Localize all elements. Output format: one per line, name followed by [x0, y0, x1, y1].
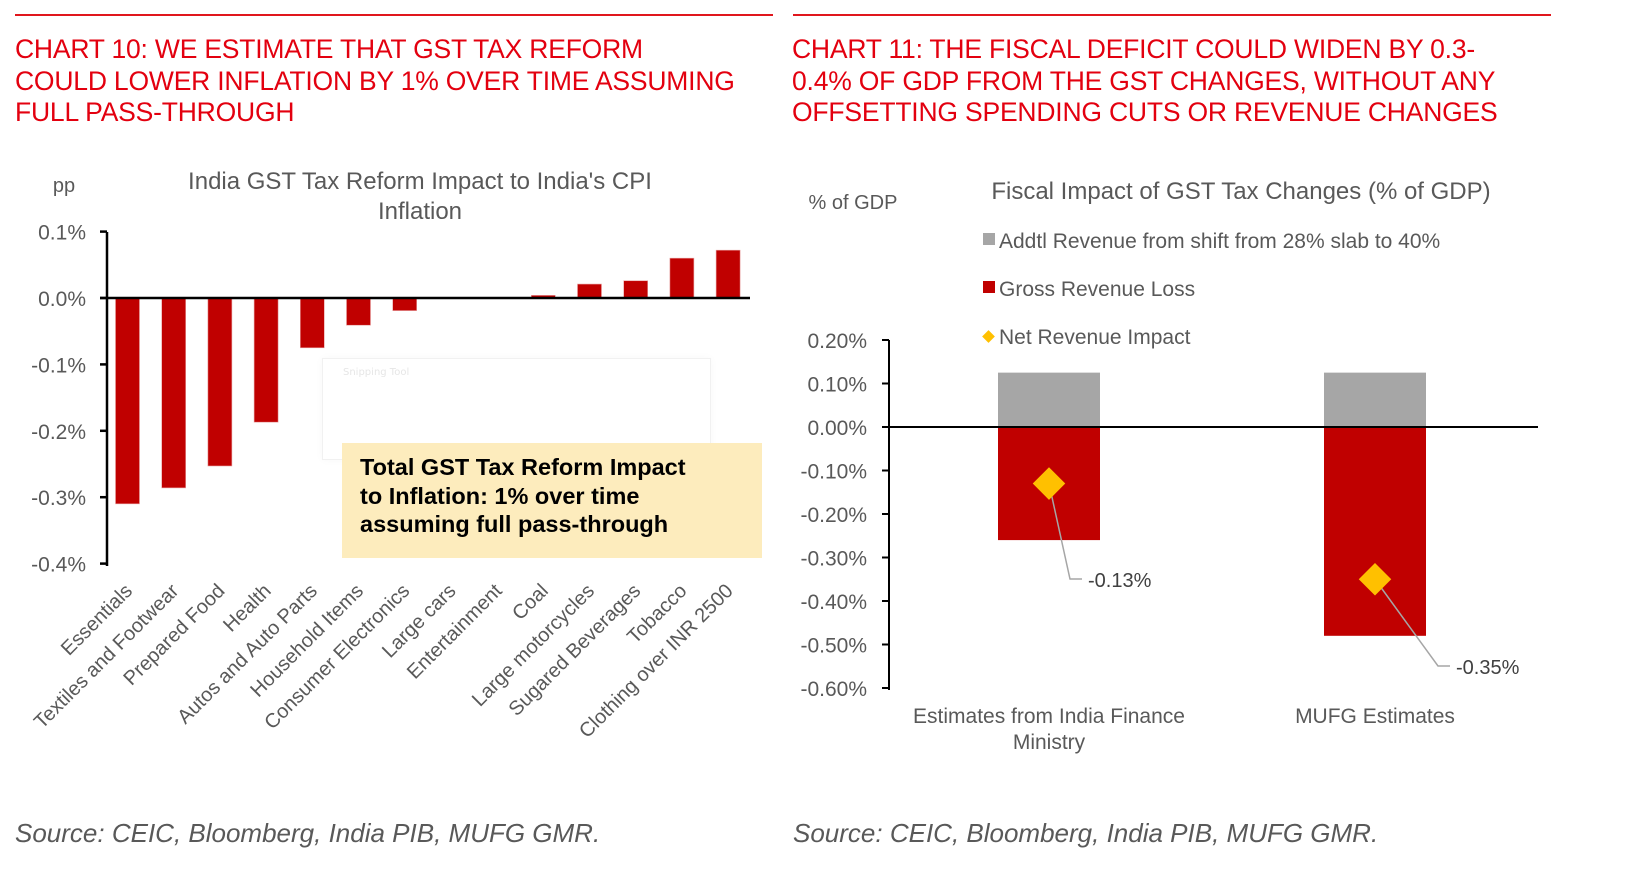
snipping-tool-label: Snipping Tool [343, 367, 410, 378]
chart10-ytick-label: -0.4% [31, 554, 86, 577]
chart11-legend-label: Addtl Revenue from shift from 28% slab t… [999, 230, 1440, 253]
chart11-label-leader [1048, 483, 1082, 580]
chart11-source: Source: CEIC, Bloomberg, India PIB, MUFG… [793, 818, 1379, 848]
chart11-bar-addtl-revenue [1324, 372, 1426, 427]
chart10-source: Source: CEIC, Bloomberg, India PIB, MUFG… [15, 818, 601, 848]
chart11-data-label: -0.13% [1088, 570, 1152, 592]
chart11-legend-label: Gross Revenue Loss [999, 278, 1195, 301]
chart10-headline: CHART 10: WE ESTIMATE THAT GST TAX REFOR… [15, 34, 735, 129]
chart10-ytick-label: -0.3% [31, 487, 86, 510]
chart11-headline-line: 0.4% OF GDP FROM THE GST CHANGES, WITHOU… [792, 65, 1496, 96]
chart10-bar [299, 297, 325, 349]
chart11-xtick-label: Ministry [1013, 731, 1086, 754]
chart10-bar [115, 297, 140, 505]
chart11-headline-line: OFFSETTING SPENDING CUTS OR REVENUE CHAN… [792, 97, 1498, 127]
chart10-bar [346, 297, 371, 326]
chart11-legend-item: Net Revenue Impact [982, 326, 1191, 349]
chart11-ytick-label: 0.00% [807, 417, 867, 440]
right-top-rule [793, 14, 1551, 16]
chart11-headline-line: CHART 11: THE FISCAL DEFICIT COULD WIDEN… [792, 34, 1475, 64]
chart11-ytick-label: 0.20% [807, 330, 867, 353]
chart11-xtick-label: MUFG Estimates [1295, 705, 1455, 728]
chart11-ytick-label: -0.50% [800, 635, 867, 658]
chart11-legend-item: Addtl Revenue from shift from 28% slab t… [983, 230, 1440, 253]
chart11-headline: CHART 11: THE FISCAL DEFICIT COULD WIDEN… [792, 34, 1498, 129]
chart11-ytick-label: -0.60% [800, 678, 867, 701]
chart10-ytick-label: -0.2% [31, 421, 86, 444]
chart11-ytick-label: 0.10% [807, 374, 867, 397]
chart10-bar [623, 280, 649, 299]
chart11-net-marker [1358, 562, 1392, 596]
chart10-bar [577, 283, 602, 299]
legend-square-icon [983, 233, 995, 245]
chart11-bar-gross-loss [1324, 427, 1426, 636]
chart10-bar [207, 297, 233, 467]
chart11-ytick-label: -0.10% [800, 461, 867, 484]
chart10-bar [253, 297, 279, 423]
chart11-fiscal-impact: % of GDP Fiscal Impact of GST Tax Change… [800, 178, 1538, 754]
chart11-net-marker [1032, 467, 1066, 500]
callout-line: assuming full pass-through [360, 511, 669, 537]
chart11-ytick-label: -0.40% [800, 591, 867, 614]
chart10-title-line1: India GST Tax Reform Impact to India's C… [188, 168, 652, 195]
chart10-ylabel: pp [53, 175, 75, 197]
callout-line: Total GST Tax Reform Impact [360, 454, 686, 480]
chart10-cpi-impact: pp India GST Tax Reform Impact to India'… [30, 168, 750, 743]
chart10-ytick-label: -0.1% [31, 354, 86, 377]
chart11-data-label: -0.35% [1456, 657, 1520, 679]
chart10-bar [161, 297, 186, 489]
chart10-bar [715, 249, 741, 299]
chart10-bar [669, 257, 695, 299]
chart11-xtick-label: Estimates from India Finance [913, 705, 1185, 728]
chart10-bar [392, 297, 418, 311]
chart11-label-leader [1374, 578, 1450, 667]
chart10-headline-line: COULD LOWER INFLATION BY 1% OVER TIME AS… [15, 65, 735, 96]
chart11-ytick-label: -0.20% [800, 504, 867, 527]
chart11-ylabel: % of GDP [809, 192, 898, 214]
legend-diamond-icon [982, 330, 995, 343]
chart10-ytick-label: 0.0% [38, 288, 86, 311]
chart10-ytick-label: 0.1% [38, 222, 86, 245]
chart10-callout: Total GST Tax Reform Impact to Inflation… [342, 443, 762, 558]
left-top-rule [15, 14, 773, 16]
chart11-bar-addtl-revenue [998, 372, 1100, 427]
chart11-legend-label: Net Revenue Impact [999, 326, 1191, 349]
chart10-headline-line: FULL PASS-THROUGH [15, 97, 295, 127]
callout-line: to Inflation: 1% over time [360, 482, 640, 509]
legend-square-icon [983, 281, 995, 293]
chart10-title-line2: Inflation [378, 198, 462, 225]
chart11-legend-item: Gross Revenue Loss [983, 278, 1195, 301]
chart10-headline-line: CHART 10: WE ESTIMATE THAT GST TAX REFOR… [15, 34, 643, 64]
chart11-title: Fiscal Impact of GST Tax Changes (% of G… [991, 178, 1490, 205]
chart11-ytick-label: -0.30% [800, 548, 867, 571]
